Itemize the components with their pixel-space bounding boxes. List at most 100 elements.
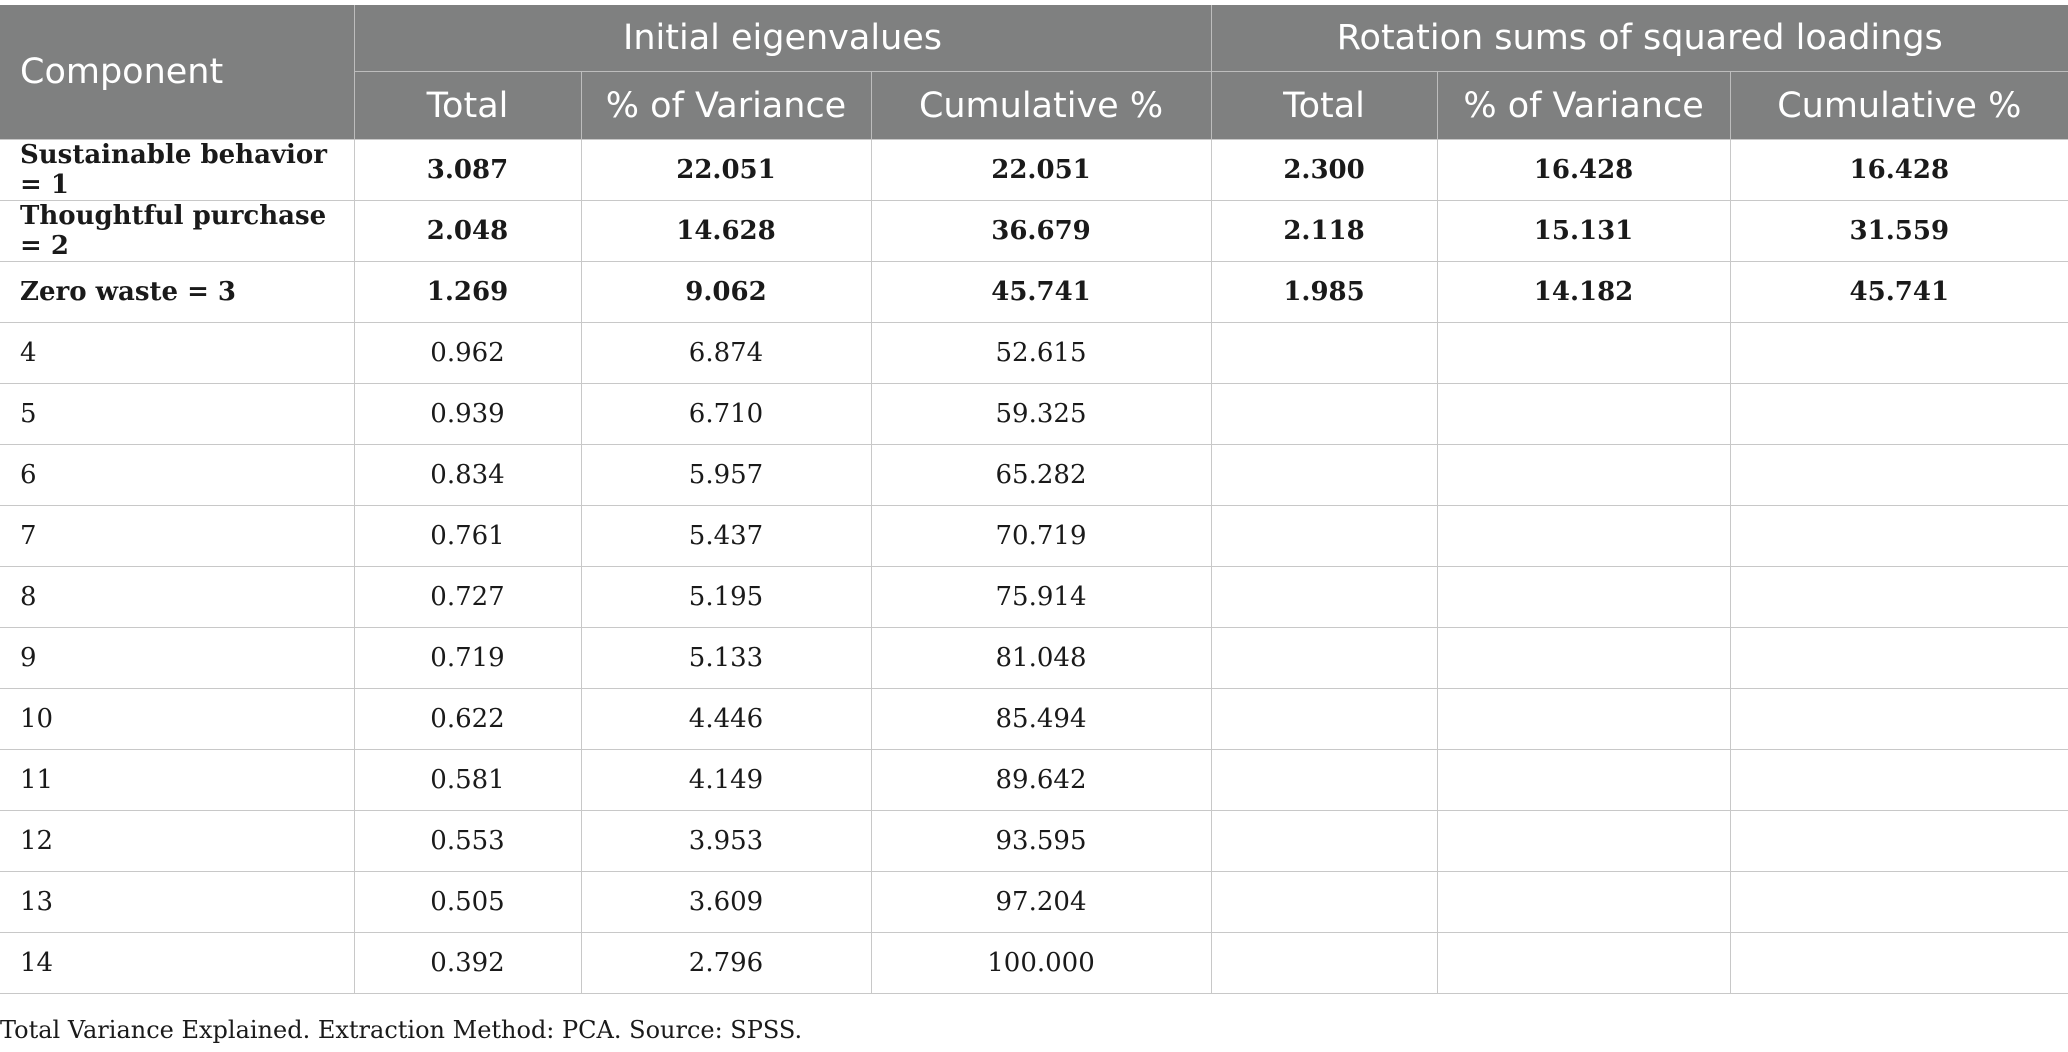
cell-initial-total: 0.505 <box>353 871 582 933</box>
cell-rotation-cumulative: 16.428 <box>1729 139 2068 201</box>
table-row: 4 0.962 6.874 52.615 <box>0 322 2068 384</box>
variance-table: Component Initial eigenvalues Rotation s… <box>0 5 2068 994</box>
cell-initial-variance: 4.446 <box>580 688 872 750</box>
table-row: Zero waste = 3 1.269 9.062 45.741 1.985 14.18… <box>0 261 2068 323</box>
cell-rotation-total <box>1210 444 1438 506</box>
cell-initial-variance: 5.195 <box>580 566 872 628</box>
cell-rotation-variance <box>1436 627 1731 689</box>
cell-rotation-total <box>1210 505 1438 567</box>
header-initial-eigenvalues: Initial eigenvalues <box>353 5 1212 72</box>
table-row: 8 0.727 5.195 75.914 <box>0 566 2068 628</box>
cell-rotation-cumulative <box>1729 871 2068 933</box>
cell-component: Zero waste = 3 <box>0 261 355 323</box>
cell-component: 10 <box>0 688 355 750</box>
table-header: Component Initial eigenvalues Rotation s… <box>0 5 2068 140</box>
cell-rotation-total: 2.118 <box>1210 200 1438 262</box>
table-row: 14 0.392 2.796 100.000 <box>0 932 2068 994</box>
cell-initial-total: 0.719 <box>353 627 582 689</box>
cell-rotation-total: 1.985 <box>1210 261 1438 323</box>
cell-rotation-variance <box>1436 871 1731 933</box>
table-row: Sustainable behavior = 1 3.087 22.051 22.05… <box>0 139 2068 201</box>
cell-initial-cumulative: 52.615 <box>870 322 1212 384</box>
cell-rotation-total <box>1210 383 1438 445</box>
cell-initial-cumulative: 22.051 <box>870 139 1212 201</box>
cell-initial-cumulative: 85.494 <box>870 688 1212 750</box>
cell-initial-variance: 4.149 <box>580 749 872 811</box>
variance-table-container: Component Initial eigenvalues Rotation s… <box>0 5 2068 994</box>
cell-rotation-cumulative <box>1729 627 2068 689</box>
cell-component: 7 <box>0 505 355 567</box>
cell-initial-total: 0.553 <box>353 810 582 872</box>
cell-rotation-total <box>1210 871 1438 933</box>
cell-initial-total: 0.939 <box>353 383 582 445</box>
cell-initial-total: 3.087 <box>353 139 582 201</box>
cell-initial-variance: 22.051 <box>580 139 872 201</box>
header-rotation-sums: Rotation sums of squared loadings <box>1210 5 2068 72</box>
table-caption: Total Variance Explained. Extraction Met… <box>0 1016 803 1044</box>
table-row: 13 0.505 3.609 97.204 <box>0 871 2068 933</box>
cell-initial-variance: 6.874 <box>580 322 872 384</box>
cell-component: Thoughtful purchase = 2 <box>0 200 355 262</box>
cell-rotation-cumulative <box>1729 566 2068 628</box>
cell-rotation-total <box>1210 810 1438 872</box>
cell-initial-total: 0.727 <box>353 566 582 628</box>
table-row: 9 0.719 5.133 81.048 <box>0 627 2068 689</box>
cell-initial-variance: 3.609 <box>580 871 872 933</box>
table-row: 5 0.939 6.710 59.325 <box>0 383 2068 445</box>
cell-initial-total: 0.622 <box>353 688 582 750</box>
cell-initial-cumulative: 89.642 <box>870 749 1212 811</box>
cell-initial-variance: 6.710 <box>580 383 872 445</box>
cell-initial-total: 0.581 <box>353 749 582 811</box>
cell-initial-variance: 2.796 <box>580 932 872 994</box>
cell-rotation-cumulative: 45.741 <box>1729 261 2068 323</box>
cell-initial-cumulative: 59.325 <box>870 383 1212 445</box>
table-row: Thoughtful purchase = 2 2.048 14.628 36.679… <box>0 200 2068 262</box>
cell-rotation-total <box>1210 749 1438 811</box>
cell-rotation-variance <box>1436 932 1731 994</box>
cell-component: Sustainable behavior = 1 <box>0 139 355 201</box>
cell-initial-total: 1.269 <box>353 261 582 323</box>
cell-component: 14 <box>0 932 355 994</box>
cell-rotation-cumulative <box>1729 749 2068 811</box>
cell-component: 8 <box>0 566 355 628</box>
cell-rotation-cumulative <box>1729 383 2068 445</box>
header-rotation-cumulative: Cumulative % <box>1729 71 2068 140</box>
cell-rotation-cumulative <box>1729 322 2068 384</box>
header-initial-variance: % of Variance <box>580 71 872 140</box>
cell-rotation-cumulative: 31.559 <box>1729 200 2068 262</box>
cell-initial-cumulative: 97.204 <box>870 871 1212 933</box>
cell-component: 9 <box>0 627 355 689</box>
cell-component: 11 <box>0 749 355 811</box>
table-row: 10 0.622 4.446 85.494 <box>0 688 2068 750</box>
cell-component: 6 <box>0 444 355 506</box>
cell-initial-cumulative: 45.741 <box>870 261 1212 323</box>
cell-initial-variance: 3.953 <box>580 810 872 872</box>
cell-rotation-variance <box>1436 749 1731 811</box>
cell-initial-variance: 5.133 <box>580 627 872 689</box>
cell-rotation-cumulative <box>1729 444 2068 506</box>
table-row: 11 0.581 4.149 89.642 <box>0 749 2068 811</box>
cell-component: 5 <box>0 383 355 445</box>
cell-rotation-total: 2.300 <box>1210 139 1438 201</box>
cell-rotation-cumulative <box>1729 932 2068 994</box>
cell-rotation-total <box>1210 932 1438 994</box>
cell-initial-cumulative: 70.719 <box>870 505 1212 567</box>
table-row: 6 0.834 5.957 65.282 <box>0 444 2068 506</box>
cell-initial-total: 2.048 <box>353 200 582 262</box>
cell-rotation-variance <box>1436 810 1731 872</box>
header-initial-total: Total <box>353 71 582 140</box>
cell-rotation-variance: 16.428 <box>1436 139 1731 201</box>
cell-rotation-cumulative <box>1729 810 2068 872</box>
cell-initial-variance: 5.957 <box>580 444 872 506</box>
cell-component: 4 <box>0 322 355 384</box>
cell-rotation-variance: 15.131 <box>1436 200 1731 262</box>
cell-rotation-variance <box>1436 383 1731 445</box>
cell-rotation-cumulative <box>1729 688 2068 750</box>
cell-initial-cumulative: 81.048 <box>870 627 1212 689</box>
cell-rotation-cumulative <box>1729 505 2068 567</box>
table-row: 12 0.553 3.953 93.595 <box>0 810 2068 872</box>
cell-component: 13 <box>0 871 355 933</box>
header-row-groups: Component Initial eigenvalues Rotation s… <box>0 5 2068 140</box>
cell-initial-total: 0.392 <box>353 932 582 994</box>
cell-initial-cumulative: 100.000 <box>870 932 1212 994</box>
